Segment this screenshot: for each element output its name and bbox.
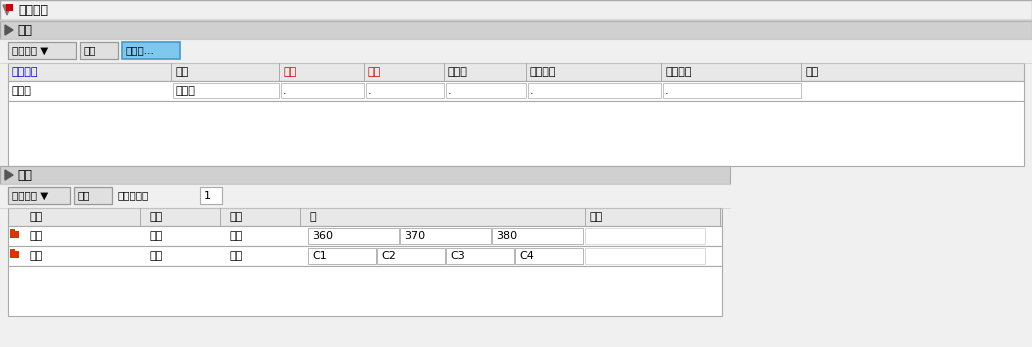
Text: 380: 380 xyxy=(496,231,517,241)
Text: 370: 370 xyxy=(404,231,425,241)
Bar xyxy=(281,83,364,98)
Text: 下限: 下限 xyxy=(283,67,296,77)
Text: 添加因子数: 添加因子数 xyxy=(118,191,150,201)
Bar xyxy=(446,248,514,264)
Text: 删除: 删除 xyxy=(78,191,91,201)
Text: 响应: 响应 xyxy=(17,24,32,36)
Bar xyxy=(10,249,15,258)
Bar xyxy=(8,208,722,226)
Text: .: . xyxy=(368,86,372,96)
Text: 値: 値 xyxy=(310,212,317,222)
Bar xyxy=(8,81,1024,101)
Bar xyxy=(8,266,722,316)
Polygon shape xyxy=(5,25,13,35)
Bar xyxy=(173,83,279,98)
Text: 单位: 单位 xyxy=(805,67,818,77)
Text: 检测下限: 检测下限 xyxy=(530,67,556,77)
Text: 困难: 困难 xyxy=(230,231,244,241)
Text: 分类: 分类 xyxy=(150,231,163,241)
Text: 单位: 单位 xyxy=(590,212,604,222)
Text: 删除: 删除 xyxy=(84,45,97,56)
Bar xyxy=(200,187,222,204)
Bar xyxy=(585,228,705,244)
Bar xyxy=(122,42,180,59)
Bar xyxy=(308,248,376,264)
Bar xyxy=(528,83,662,98)
Text: 1: 1 xyxy=(204,191,211,201)
Bar xyxy=(446,83,526,98)
Bar xyxy=(6,4,13,11)
Bar xyxy=(8,63,1024,81)
Text: 重要性: 重要性 xyxy=(448,67,467,77)
Bar xyxy=(74,187,112,204)
Bar xyxy=(663,83,801,98)
Bar xyxy=(0,21,1032,39)
Bar xyxy=(8,42,76,59)
Text: 名称: 名称 xyxy=(30,212,43,222)
Text: .: . xyxy=(448,86,452,96)
Bar xyxy=(0,184,730,208)
Text: 添加因子 ▼: 添加因子 ▼ xyxy=(12,191,49,201)
Text: 涂层: 涂层 xyxy=(30,251,43,261)
Text: 360: 360 xyxy=(312,231,333,241)
Bar xyxy=(492,228,583,244)
Text: 响应数...: 响应数... xyxy=(126,45,155,56)
Text: 因子: 因子 xyxy=(17,169,32,181)
Bar xyxy=(0,39,1032,63)
Bar xyxy=(515,248,583,264)
Polygon shape xyxy=(3,5,11,15)
Text: C4: C4 xyxy=(519,251,534,261)
Text: 炉温: 炉温 xyxy=(30,231,43,241)
Text: 添加响应 ▼: 添加响应 ▼ xyxy=(12,45,49,56)
Bar xyxy=(10,229,15,238)
Text: 检测上限: 检测上限 xyxy=(665,67,691,77)
Text: 上限: 上限 xyxy=(368,67,381,77)
Bar xyxy=(8,246,722,266)
Bar xyxy=(15,251,19,258)
Text: C3: C3 xyxy=(450,251,464,261)
Text: 耐腕性: 耐腕性 xyxy=(12,86,32,96)
Bar xyxy=(15,231,19,238)
Text: 分类: 分类 xyxy=(150,251,163,261)
Text: 响应名称: 响应名称 xyxy=(12,67,38,77)
Text: C1: C1 xyxy=(312,251,327,261)
Text: C2: C2 xyxy=(381,251,396,261)
Bar xyxy=(8,187,70,204)
Bar xyxy=(308,228,399,244)
Bar xyxy=(0,0,1032,20)
Polygon shape xyxy=(5,170,13,180)
Text: 最大化: 最大化 xyxy=(175,86,195,96)
Bar xyxy=(366,83,444,98)
Bar xyxy=(80,42,118,59)
Bar xyxy=(400,228,491,244)
Text: 目标: 目标 xyxy=(175,67,188,77)
Bar xyxy=(8,101,1024,166)
Text: 容易: 容易 xyxy=(230,251,244,261)
Bar xyxy=(8,226,722,246)
Bar xyxy=(585,248,705,264)
Text: 定制设计: 定制设计 xyxy=(18,3,49,17)
Text: .: . xyxy=(530,86,534,96)
Bar xyxy=(377,248,445,264)
Text: .: . xyxy=(283,86,287,96)
Text: 更改: 更改 xyxy=(230,212,244,222)
Bar xyxy=(0,166,730,184)
Text: .: . xyxy=(665,86,669,96)
Text: 角色: 角色 xyxy=(150,212,163,222)
